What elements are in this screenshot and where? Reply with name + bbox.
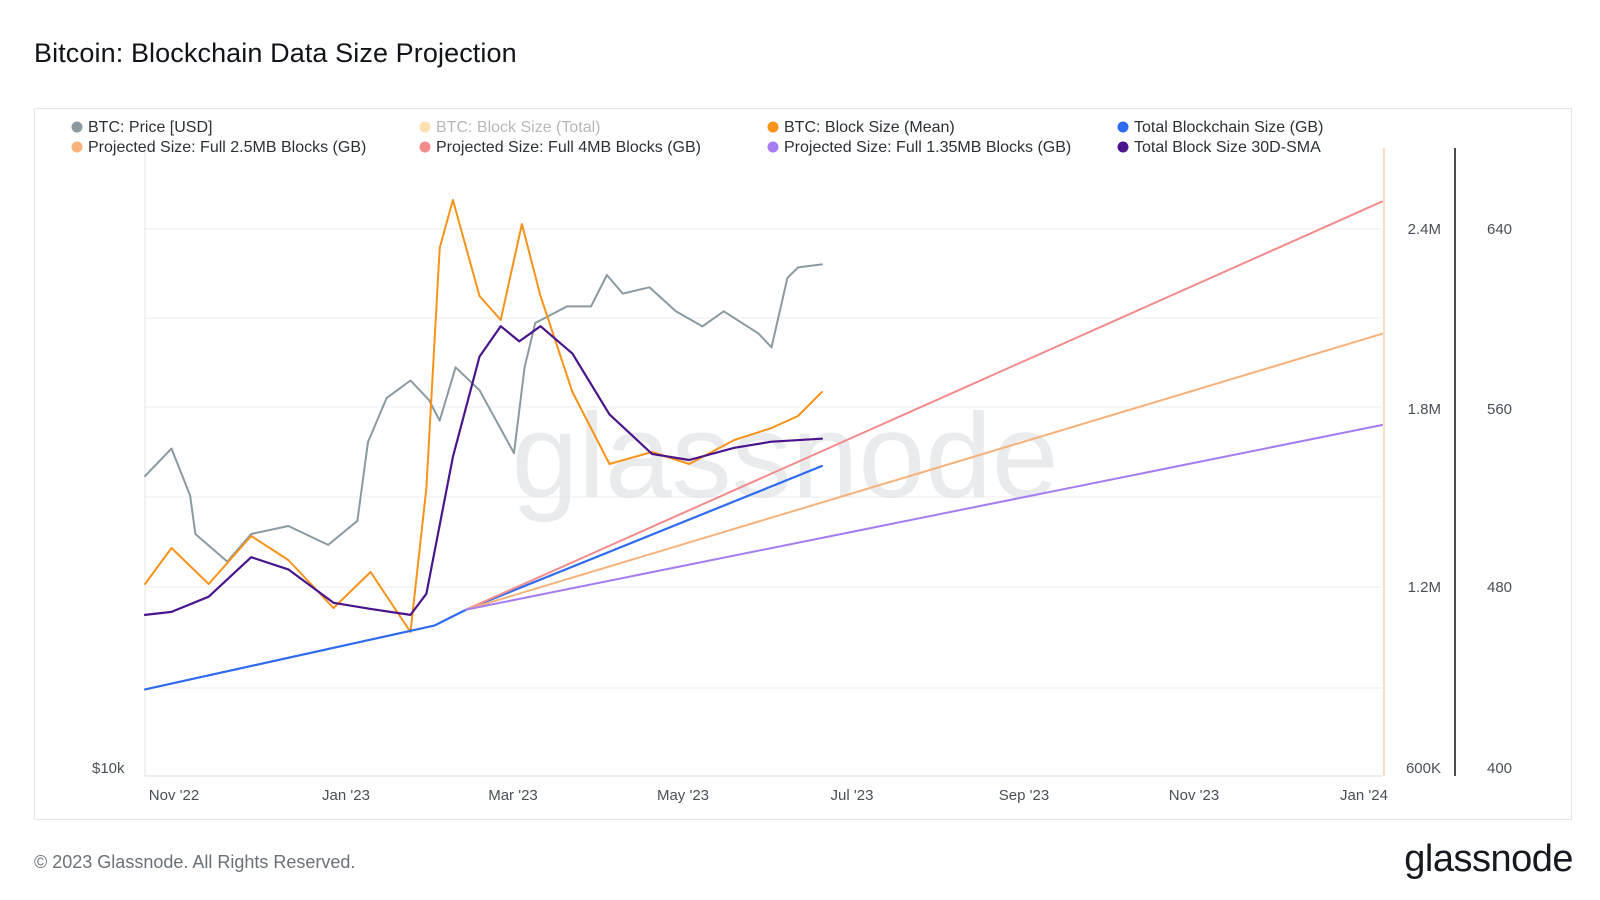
legend-label: Projected Size: Full 1.35MB Blocks (GB) [784, 139, 1071, 156]
legend-marker [71, 121, 83, 133]
x-tick-label: Mar '23 [488, 787, 538, 804]
watermark: glassnode [511, 389, 1058, 523]
legend-item: Total Blockchain Size (GB) [1117, 119, 1323, 136]
series-lines [143, 199, 1383, 691]
legend-marker [71, 141, 83, 153]
legend-item: BTC: Price [USD] [71, 119, 212, 136]
legend-marker [767, 121, 779, 133]
legend-item: Projected Size: Full 1.35MB Blocks (GB) [767, 139, 1071, 156]
legend-marker [419, 141, 431, 153]
series-line-proj_2_5mb [465, 332, 1383, 611]
y-right2-tick-label: 480 [1487, 579, 1512, 596]
legend-marker [767, 141, 779, 153]
x-tick-label: May '23 [657, 787, 709, 804]
y-right2-tick-label: 400 [1487, 760, 1512, 777]
series-line-blockchain_size [143, 464, 824, 691]
x-tick-label: Jan '23 [322, 787, 370, 804]
series-line-proj_1_35mb [465, 424, 1383, 611]
brand-logo[interactable]: glassnode [1404, 838, 1573, 880]
legend-label: Projected Size: Full 2.5MB Blocks (GB) [88, 139, 366, 156]
legend-label: Total Block Size 30D-SMA [1134, 139, 1321, 156]
y-right2-tick-label: 640 [1487, 221, 1512, 238]
x-tick-label: Nov '23 [1169, 787, 1219, 804]
y-right-tick-label: 1.2M [1408, 579, 1441, 596]
axes [144, 148, 1456, 777]
legend-item: Projected Size: Full 4MB Blocks (GB) [419, 139, 701, 156]
x-tick-label: Jul '23 [831, 787, 874, 804]
tick-labels: Nov '22 Jan '23 Mar '23 May '23 Jul '23 Sep '… [92, 221, 1512, 804]
legend-item: BTC: Block Size (Total) [419, 119, 600, 136]
legend: BTC: Price [USD] BTC: Block Size (Total) B… [71, 119, 1323, 156]
y-right-tick-label: 600K [1406, 760, 1441, 777]
series-line-price [144, 263, 823, 563]
grid-lines [145, 228, 1382, 689]
series-line-proj_4mb [465, 200, 1383, 611]
legend-item: Projected Size: Full 2.5MB Blocks (GB) [71, 139, 366, 156]
chart-frame [34, 108, 1572, 820]
y-right-tick-label: 2.4M [1408, 221, 1441, 238]
legend-label: Total Blockchain Size (GB) [1134, 119, 1323, 136]
legend-label: BTC: Block Size (Mean) [784, 119, 955, 136]
legend-marker [1117, 121, 1129, 133]
y-right2-tick-label: 560 [1487, 401, 1512, 418]
y-right-tick-label: 1.8M [1408, 401, 1441, 418]
legend-label: BTC: Block Size (Total) [436, 119, 600, 136]
series-line-sma30 [143, 325, 824, 617]
copyright-text: © 2023 Glassnode. All Rights Reserved. [34, 852, 356, 872]
x-tick-label: Nov '22 [149, 787, 199, 804]
legend-label: Projected Size: Full 4MB Blocks (GB) [436, 139, 701, 156]
page-title: Bitcoin: Blockchain Data Size Projection [34, 38, 517, 68]
legend-label: BTC: Price [USD] [88, 119, 212, 136]
x-tick-label: Sep '23 [999, 787, 1049, 804]
legend-item: BTC: Block Size (Mean) [767, 119, 955, 136]
legend-marker [419, 121, 431, 133]
legend-marker [1117, 141, 1129, 153]
legend-item: Total Block Size 30D-SMA [1117, 139, 1321, 156]
y-left-tick-label: $10k [92, 760, 125, 777]
x-tick-label: Jan '24 [1340, 787, 1388, 804]
